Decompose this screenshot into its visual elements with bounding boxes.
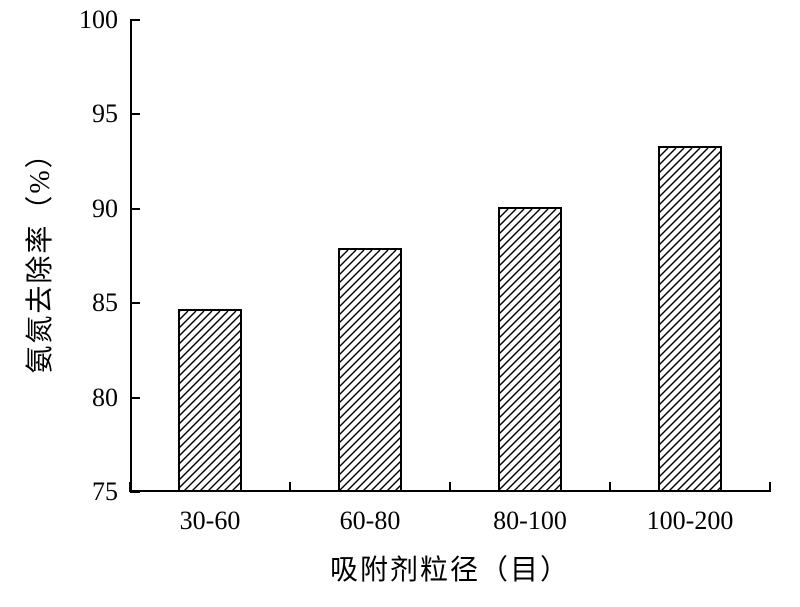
y-tick xyxy=(130,302,140,304)
y-tick-label: 80 xyxy=(92,383,118,413)
y-tick-label: 75 xyxy=(92,477,118,507)
y-tick xyxy=(130,208,140,210)
bar xyxy=(178,309,242,492)
y-tick-label: 100 xyxy=(79,5,118,35)
y-tick-label: 95 xyxy=(92,99,118,129)
y-tick-label: 90 xyxy=(92,194,118,224)
x-tick xyxy=(609,482,611,492)
x-tick-label: 100-200 xyxy=(647,506,734,536)
bar-chart: 氨氮去除率（%） 吸附剂粒径（目） 75 80 85 90 95 100 30-60 60-8… xyxy=(0,0,800,607)
y-tick xyxy=(130,19,140,21)
x-axis-title: 吸附剂粒径（目） xyxy=(330,548,570,588)
x-tick xyxy=(449,482,451,492)
x-tick-label: 30-60 xyxy=(180,506,241,536)
x-tick-label: 60-80 xyxy=(340,506,401,536)
y-tick xyxy=(130,113,140,115)
bar xyxy=(658,146,722,492)
y-tick xyxy=(130,491,140,493)
x-tick-label: 80-100 xyxy=(493,506,567,536)
x-tick xyxy=(769,482,771,492)
bar xyxy=(498,207,562,492)
y-tick-label: 85 xyxy=(92,288,118,318)
x-tick xyxy=(289,482,291,492)
bar xyxy=(338,248,402,492)
y-axis-title: 氨氮去除率（%） xyxy=(18,138,58,373)
x-tick xyxy=(129,482,131,492)
y-tick xyxy=(130,397,140,399)
